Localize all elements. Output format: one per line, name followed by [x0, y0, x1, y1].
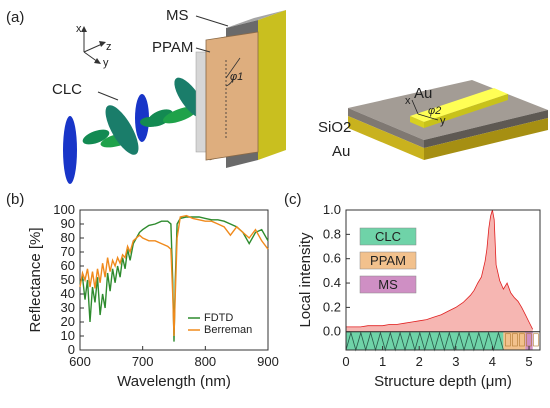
label-clc: CLC [52, 81, 82, 98]
label-ms: MS [166, 7, 189, 24]
inset-label-phi2: φ2 [428, 105, 441, 117]
legend-label-ppam: PPAM [370, 253, 406, 268]
y-tick-label-b: 0 [68, 342, 75, 357]
x-tick-label-c: 5 [525, 354, 532, 369]
legend-label-fdtd: FDTD [204, 312, 233, 324]
inset-label-sio2: SiO2 [318, 119, 351, 136]
y-tick-label-b: 40 [61, 286, 75, 301]
y-axis-title-c: Local intensity [297, 232, 314, 328]
panel-label-b: (b) [6, 191, 24, 208]
legend-box-ms [359, 275, 417, 294]
inset-axis-y: y [440, 115, 446, 127]
panel-label-c: (c) [284, 191, 302, 208]
legend-label-ms: MS [378, 277, 398, 292]
label-ppam: PPAM [152, 39, 193, 56]
x-tick-label-c: 0 [342, 354, 349, 369]
series-line-berreman [79, 214, 269, 337]
y-tick-label-b: 80 [61, 230, 75, 245]
x-tick-label-c: 2 [416, 354, 423, 369]
x-axis-title-b: Wavelength (nm) [117, 373, 231, 390]
y-axis-title-b: Reflectance [%] [27, 227, 44, 332]
x-tick-label-b: 600 [69, 354, 91, 369]
series-line-fdtd [79, 216, 269, 342]
inset-label-au-bottom: Au [332, 143, 350, 160]
plot-frame-c [345, 209, 541, 351]
intensity-line [346, 209, 534, 330]
intensity-area [346, 210, 533, 332]
arrow-clc [97, 91, 119, 101]
y-tick-label-c: 0.8 [323, 226, 341, 241]
ppam-ms-stack [195, 10, 286, 168]
y-tick-label-b: 90 [61, 216, 75, 231]
x-tick-label-c: 1 [379, 354, 386, 369]
region-clc [346, 331, 504, 350]
panel-label-a: (a) [6, 9, 24, 26]
inset-metasurface [348, 80, 548, 160]
y-tick-label-c: 0.0 [323, 324, 341, 339]
y-tick-label-c: 0.2 [323, 299, 341, 314]
label-phi1: φ1 [230, 71, 243, 83]
arrow-ppam [195, 47, 211, 53]
y-tick-label-b: 60 [61, 258, 75, 273]
axis-z-label: z [106, 41, 112, 53]
legend-label-clc: CLC [375, 229, 401, 244]
inset-axis-x: x [405, 95, 411, 107]
x-tick-label-b: 700 [132, 354, 154, 369]
chart-local-intensity: 0 1 2 3 4 5 0.0 0.2 0.4 0.6 0.8 1.0 Structure depth … [297, 202, 541, 390]
y-tick-label-b: 100 [53, 202, 75, 217]
legend-box-clc [359, 227, 417, 246]
legend-box-ppam [359, 251, 417, 270]
ppam-segment [505, 333, 511, 347]
ppam-segment [533, 333, 539, 347]
inset-label-au-top: Au [414, 85, 432, 102]
x-tick-label-b: 900 [257, 354, 279, 369]
x-tick-label-c: 3 [452, 354, 459, 369]
y-tick-label-b: 10 [61, 328, 75, 343]
x-tick-label-c: 4 [489, 354, 496, 369]
clc-molecules [63, 74, 211, 184]
y-tick-label-c: 1.0 [323, 202, 341, 217]
y-tick-label-b: 30 [61, 300, 75, 315]
region-ms [525, 331, 533, 350]
ppam-segment [512, 333, 518, 347]
x-tick-label-b: 800 [194, 354, 216, 369]
axis-x-label: x [76, 23, 82, 35]
x-axis-title-c: Structure depth (μm) [374, 373, 512, 390]
y-tick-label-b: 50 [61, 272, 75, 287]
region-ppam [503, 331, 526, 350]
y-tick-label-c: 0.6 [323, 251, 341, 266]
arrow-ms [195, 15, 229, 27]
axis-y-label: y [103, 57, 109, 69]
axes-triad: x z y [76, 23, 112, 69]
y-tick-label-c: 0.4 [323, 275, 341, 290]
ppam-segment [519, 333, 525, 347]
y-tick-label-b: 20 [61, 314, 75, 329]
legend-label-berreman: Berreman [204, 324, 252, 336]
y-tick-label-b: 70 [61, 244, 75, 259]
